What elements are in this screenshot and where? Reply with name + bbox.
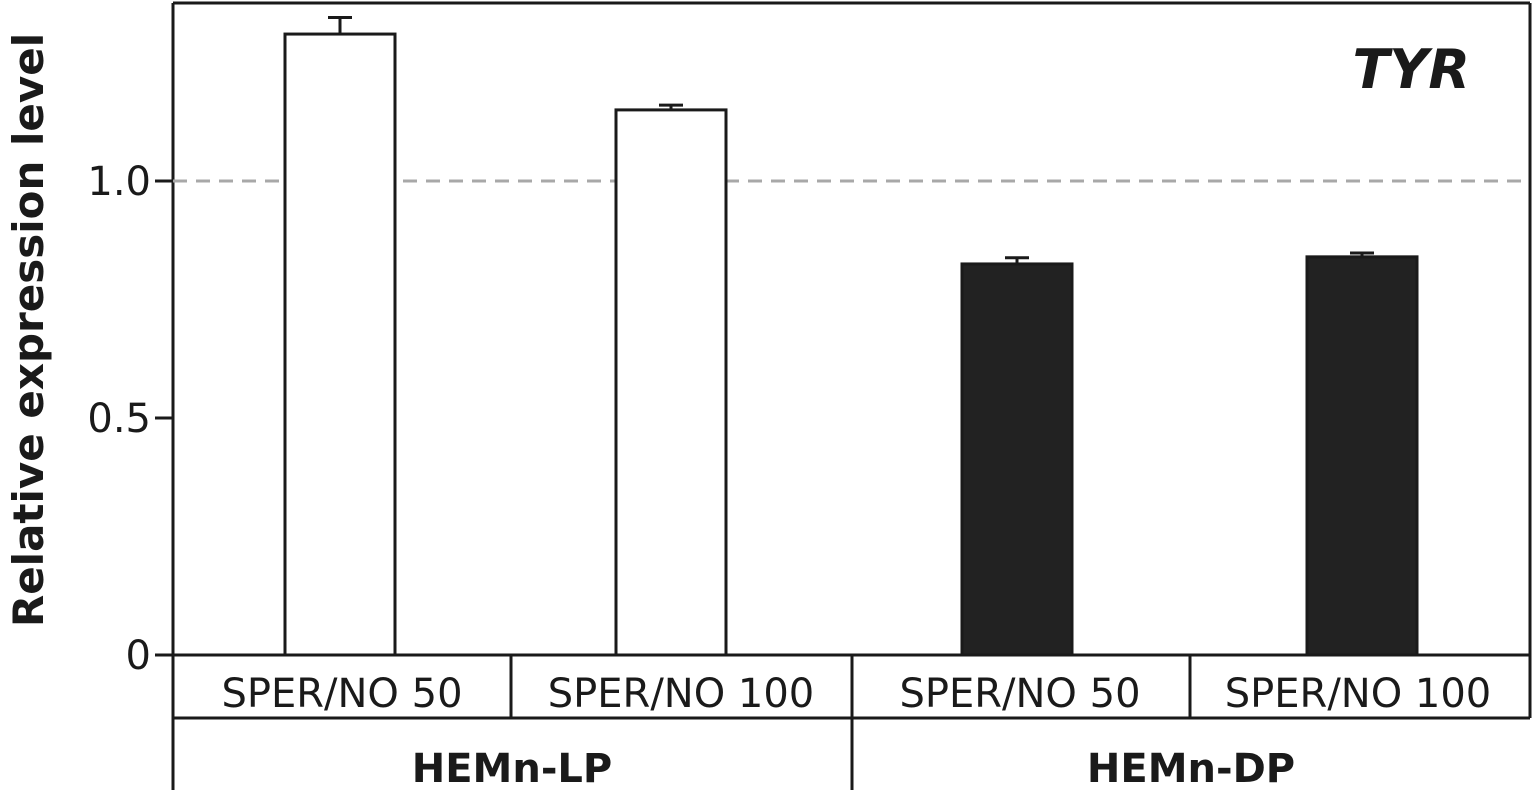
category-label: SPER/NO 100 [548,671,815,717]
y-tick-label: 0.5 [87,396,151,442]
chart-title: TYR [1352,38,1470,101]
group-label: HEMn-DP [1087,746,1295,790]
bar [960,262,1074,657]
category-label: SPER/NO 50 [221,671,462,717]
bar [283,32,397,657]
y-axis-label: Relative expression level [4,33,53,627]
group-label: HEMn-LP [412,746,613,790]
category-label: SPER/NO 100 [1225,671,1492,717]
bar [614,108,728,657]
y-tick-label: 1.0 [87,159,151,205]
category-label: SPER/NO 50 [899,671,1140,717]
bar [1305,255,1419,657]
y-tick-label: 0 [126,633,151,679]
